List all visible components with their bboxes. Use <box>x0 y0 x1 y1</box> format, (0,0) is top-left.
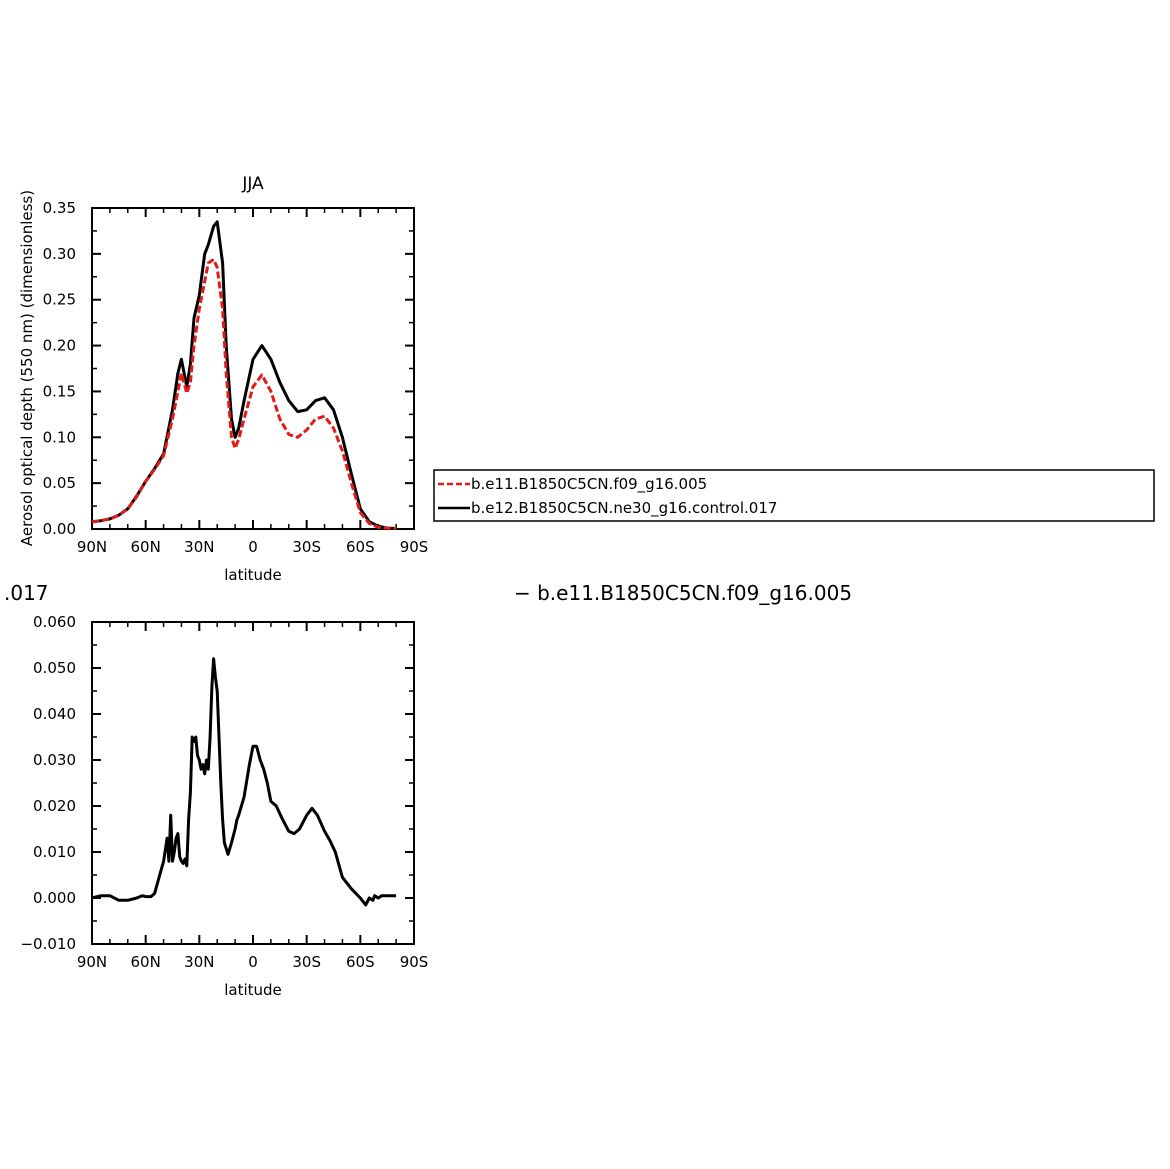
top-series-lines <box>91 220 397 530</box>
top-x-ticks: 90N 60N 30N 0 30S 60S 90S <box>77 208 428 556</box>
bottom-chart: 90N 60N 30N 0 30S 60S 90S −0.010 0.000 0.010 0.02… <box>20 613 428 999</box>
x-tick-label: 60S <box>346 953 375 971</box>
top-chart: JJA 90N 60N 30N 0 30S 60S 90S 0.00 0.05 0.10 0.15… <box>18 174 428 584</box>
bottom-x-ticks: 90N 60N 30N 0 30S 60S 90S <box>77 622 428 971</box>
x-tick-label: 90S <box>400 538 429 556</box>
x-tick-label: 30S <box>292 953 321 971</box>
top-plot-frame <box>91 207 415 530</box>
top-x-axis-label: latitude <box>224 566 282 584</box>
x-tick-label: 90S <box>400 953 429 971</box>
x-tick-label: 90N <box>77 953 107 971</box>
y-tick-label: 0.05 <box>43 474 76 492</box>
y-tick-label: 0.25 <box>43 291 76 309</box>
top-y-ticks: 0.00 0.05 0.10 0.15 0.20 0.25 0.30 0.35 <box>43 199 414 538</box>
series-line-1 <box>91 220 397 530</box>
y-tick-label: 0.20 <box>43 337 76 355</box>
y-tick-label: 0.000 <box>33 889 76 907</box>
x-tick-label: 90N <box>77 538 107 556</box>
y-tick-label: 0.020 <box>33 797 76 815</box>
y-tick-label: 0.060 <box>33 613 76 631</box>
y-tick-label: 0.010 <box>33 843 76 861</box>
y-tick-label: 0.10 <box>43 428 76 446</box>
y-tick-label: 0.040 <box>33 705 76 723</box>
series-line-2 <box>91 257 397 530</box>
bottom-series-lines <box>91 657 397 907</box>
x-tick-label: 60S <box>346 538 375 556</box>
legend-entry-1: b.e11.B1850C5CN.f09_g16.005 <box>471 475 707 494</box>
series-line-1 <box>91 657 397 907</box>
y-tick-label: 0.30 <box>43 245 76 263</box>
clipped-right-text: − b.e11.B1850C5CN.f09_g16.005 <box>514 581 852 605</box>
top-chart-title: JJA <box>241 174 264 194</box>
x-tick-label: 30N <box>184 538 214 556</box>
x-tick-label: 0 <box>248 953 258 971</box>
y-tick-label: −0.010 <box>20 935 76 953</box>
bottom-y-ticks: −0.010 0.000 0.010 0.020 0.030 0.040 0.050 0.06… <box>20 613 414 953</box>
x-tick-label: 60N <box>131 538 161 556</box>
y-tick-label: 0.35 <box>43 199 76 217</box>
x-tick-label: 30S <box>292 538 321 556</box>
y-tick-label: 0.00 <box>43 520 76 538</box>
y-tick-label: 0.15 <box>43 382 76 400</box>
y-tick-label: 0.050 <box>33 659 76 677</box>
x-tick-label: 0 <box>248 538 258 556</box>
bottom-x-axis-label: latitude <box>224 981 282 999</box>
x-tick-label: 30N <box>184 953 214 971</box>
clipped-left-text: .017 <box>0 581 49 605</box>
x-tick-label: 60N <box>131 953 161 971</box>
legend: b.e11.B1850C5CN.f09_g16.005 b.e12.B1850C… <box>433 469 1155 522</box>
top-y-axis-label: Aerosol optical depth (550 nm) (dimensio… <box>18 190 36 546</box>
y-tick-label: 0.030 <box>33 751 76 769</box>
legend-box <box>433 469 1155 522</box>
legend-entry-2: b.e12.B1850C5CN.ne30_g16.control.017 <box>471 499 777 518</box>
